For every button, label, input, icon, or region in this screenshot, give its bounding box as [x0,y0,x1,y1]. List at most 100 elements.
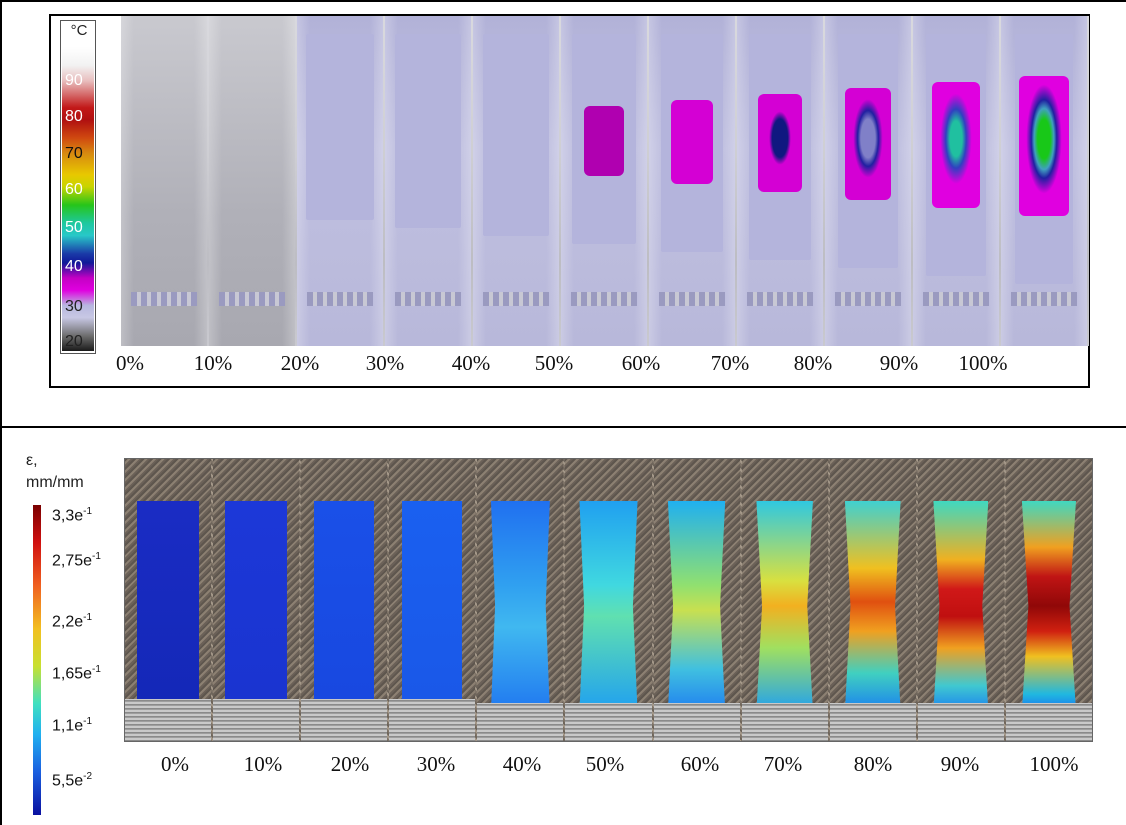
thermal-specimen [737,16,823,346]
strain-label-exponent: -2 [83,771,93,782]
thermal-specimen [209,16,295,346]
temperature-label: 80 [65,108,83,125]
strain-label: 5,5e-2 [52,771,92,790]
strain-label: 2,75e-1 [52,551,101,570]
strain-label-base: 5,5e [52,772,84,790]
thermal-x-label: 10% [193,351,233,375]
specimen-body [490,501,550,711]
thermal-specimen [473,16,559,346]
thermal-x-label: 20% [280,351,320,375]
specimen-body [137,501,200,701]
strain-label: 3,3e-1 [52,506,92,525]
strain-specimen [301,459,388,741]
hot-zone [932,82,980,208]
specimen-body [933,501,989,711]
strain-unit-label: mm/mm [26,474,84,491]
lower-grip [917,703,1004,741]
hot-zone [671,100,713,184]
thermal-x-label: 70% [710,351,750,375]
strain-x-label: 40% [502,752,542,776]
strain-label-exponent: -1 [92,664,101,675]
thermal-specimen [1001,16,1087,346]
lower-grip [565,703,652,741]
lower-grip [389,699,476,741]
strain-label-base: 2,75e [52,552,93,570]
thermal-x-label: 80% [793,351,833,375]
specimen-gauge [129,34,199,204]
temperature-scale: °C [60,20,96,354]
strain-x-label: 0% [161,752,189,776]
strain-label-exponent: -1 [92,551,101,562]
temperature-label: 30 [65,298,83,315]
lower-grip [1005,703,1092,741]
strain-label-base: 1,65e [52,665,93,683]
specimen-body [313,501,375,701]
strain-color-bar [33,505,41,815]
lower-grip [747,292,813,306]
temperature-label: 90 [65,72,83,89]
temperature-label: 50 [65,219,83,236]
hot-zone [1019,76,1069,216]
strain-label-exponent: -1 [83,612,93,623]
thermal-x-label: 0% [116,351,144,375]
strain-image-strip [124,458,1093,742]
lower-grip [571,292,637,306]
strain-specimen [741,459,828,741]
temperature-color-bar [62,47,94,351]
strain-specimen [213,459,300,741]
hot-zone [584,106,624,176]
thermal-specimen [561,16,647,346]
temperature-label: 60 [65,181,83,198]
hot-zone [845,88,891,200]
lower-grip [213,699,300,741]
strain-label-exponent: -1 [83,716,93,727]
thermal-specimen [913,16,999,346]
specimen-gauge [483,34,549,236]
temperature-label: 20 [65,333,83,350]
lower-grip [125,699,212,741]
strain-label-base: 3,3e [52,507,84,525]
lower-grip [659,292,725,306]
thermal-x-label: 90% [879,351,919,375]
specimen-body [844,501,901,711]
lower-grip [653,703,740,741]
strain-x-label: 30% [416,752,456,776]
strain-specimen [125,459,212,741]
strain-specimen [1005,459,1092,741]
strain-specimen [477,459,564,741]
thermal-specimen [385,16,471,346]
thermal-x-label: 50% [534,351,574,375]
hot-zone [758,94,802,192]
thermal-specimen [825,16,911,346]
strain-label-base: 2,2e [52,613,84,631]
strain-x-label: 20% [330,752,370,776]
specimen-gauge [306,34,374,220]
thermal-panel: °C 90 80 70 60 50 40 30 20 0% 10% 20% 30% 40% 50% 60%… [49,14,1090,388]
thermal-x-label: 30% [365,351,405,375]
lower-grip [477,703,564,741]
temperature-label: 40 [65,258,83,275]
lower-grip [923,292,989,306]
strain-specimen [829,459,916,741]
strain-label-exponent: -1 [83,506,93,517]
lower-grip [131,292,197,306]
panel-divider [0,426,1126,428]
strain-label: 1,1e-1 [52,716,92,735]
thermal-image-strip [121,16,1089,346]
strain-label: 2,2e-1 [52,612,92,631]
strain-x-label: 70% [763,752,803,776]
thermal-x-label: 100% [958,351,1008,375]
strain-specimen [565,459,652,741]
strain-x-label: 60% [680,752,720,776]
lower-grip [1011,292,1077,306]
strain-x-label: 10% [243,752,283,776]
lower-grip [483,292,549,306]
thermal-x-label: 60% [621,351,661,375]
temperature-label: 70 [65,145,83,162]
specimen-body [579,501,638,711]
specimen-body [667,501,726,711]
specimen-body [756,501,813,711]
strain-specimen [917,459,1004,741]
lower-grip [307,292,373,306]
